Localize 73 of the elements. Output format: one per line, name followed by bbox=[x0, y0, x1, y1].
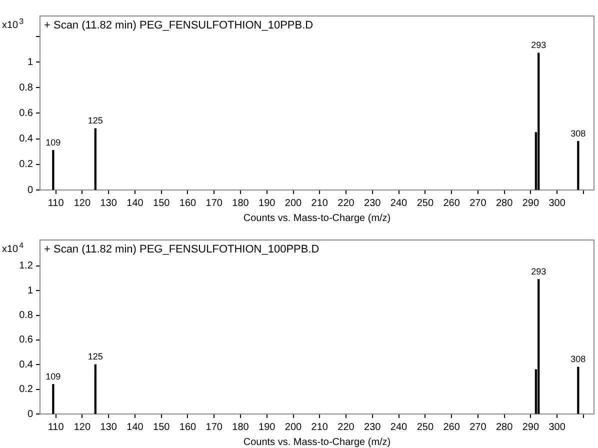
x-tick-label: 240 bbox=[390, 422, 408, 433]
chart-title: + Scan (11.82 min) PEG_FENSULFOTHION_10PPB.D bbox=[44, 20, 314, 32]
x-tick-label: 110 bbox=[48, 422, 64, 433]
annotation: 109 bbox=[46, 137, 61, 148]
x-tick-label: 250 bbox=[416, 422, 434, 433]
bar bbox=[94, 364, 96, 414]
x-tick-label: 150 bbox=[153, 198, 170, 209]
annotation: 125 bbox=[88, 352, 103, 362]
annotation: 109 bbox=[46, 371, 61, 382]
x-tick-label: 120 bbox=[74, 422, 91, 433]
x-tick-label: 130 bbox=[100, 198, 118, 209]
x-tick-label: 140 bbox=[126, 198, 144, 209]
y-tick-label: 0.8 bbox=[19, 310, 34, 322]
y-tick-label: 0.4 bbox=[19, 359, 34, 370]
x-tick-label: 200 bbox=[284, 198, 302, 209]
bar bbox=[538, 279, 540, 414]
x-tick-label: 140 bbox=[126, 422, 144, 433]
x-axis-title: Counts vs. Mass-to-Charge (m/z) bbox=[243, 436, 391, 448]
bar bbox=[94, 128, 96, 190]
x-tick-label: 290 bbox=[522, 198, 540, 209]
x-tick-label: 220 bbox=[338, 422, 355, 433]
bar bbox=[538, 52, 540, 190]
y-tick-label: 0.8 bbox=[19, 82, 34, 94]
chart-title: + Scan (11.82 min) PEG_FENSULFOTHION_100PPB.D bbox=[44, 244, 320, 256]
x-tick-label: 270 bbox=[470, 422, 487, 433]
bar bbox=[577, 366, 580, 414]
x-tick-label: 190 bbox=[258, 198, 276, 209]
x-tick-label: 270 bbox=[470, 198, 487, 209]
x-tick-label: 230 bbox=[364, 198, 382, 209]
y-tick-label: 0.6 bbox=[19, 334, 34, 346]
x-tick-label: 110 bbox=[48, 198, 64, 209]
y-tick-label: 0.6 bbox=[19, 108, 34, 119]
x-tick-label: 290 bbox=[522, 422, 540, 433]
x-tick-label: 150 bbox=[153, 422, 170, 433]
y-tick-label: 1.2 bbox=[19, 260, 34, 272]
annotation: 125 bbox=[88, 116, 103, 126]
annotation: 293 bbox=[531, 266, 546, 276]
x-tick-label: 260 bbox=[443, 198, 460, 209]
x-tick-label: 160 bbox=[179, 198, 197, 209]
x-tick-label: 160 bbox=[179, 422, 197, 433]
x-tick-label: 280 bbox=[496, 422, 514, 433]
annotation: 308 bbox=[570, 128, 586, 138]
annotation: 308 bbox=[570, 354, 586, 364]
x-tick-label: 220 bbox=[338, 198, 355, 209]
bar bbox=[52, 384, 54, 414]
x-tick-label: 300 bbox=[548, 198, 566, 209]
bar bbox=[52, 150, 54, 190]
y-tick-label: 1 bbox=[27, 285, 34, 296]
x-tick-label: 300 bbox=[548, 422, 566, 433]
x-tick-label: 280 bbox=[496, 198, 514, 209]
x-tick-label: 170 bbox=[206, 422, 223, 433]
x-tick-label: 120 bbox=[74, 198, 91, 209]
y-tick-label: 0.2 bbox=[19, 384, 34, 396]
y-tick-label: 0.4 bbox=[19, 134, 34, 145]
x-tick-label: 250 bbox=[416, 198, 434, 209]
x-tick-label: 130 bbox=[100, 422, 118, 433]
x-tick-label: 170 bbox=[206, 198, 223, 209]
x-tick-label: 210 bbox=[311, 422, 328, 433]
x-axis-title: Counts vs. Mass-to-Charge (m/z) bbox=[243, 212, 391, 224]
y-tick-label: 1 bbox=[27, 56, 34, 68]
x-tick-label: 210 bbox=[311, 198, 328, 209]
x-tick-label: 200 bbox=[284, 422, 302, 433]
x-tick-label: 180 bbox=[232, 422, 250, 433]
y-tick-label: 0 bbox=[27, 184, 34, 196]
y-tick-label: 0.2 bbox=[19, 159, 34, 170]
x-tick-label: 180 bbox=[232, 198, 250, 209]
bar bbox=[577, 141, 580, 190]
x-tick-label: 190 bbox=[258, 422, 276, 433]
annotation: 293 bbox=[531, 40, 546, 50]
y-tick-label: 0 bbox=[27, 408, 34, 420]
x-tick-label: 260 bbox=[443, 422, 460, 433]
x-tick-label: 230 bbox=[364, 422, 382, 433]
x-tick-label: 240 bbox=[390, 198, 408, 209]
